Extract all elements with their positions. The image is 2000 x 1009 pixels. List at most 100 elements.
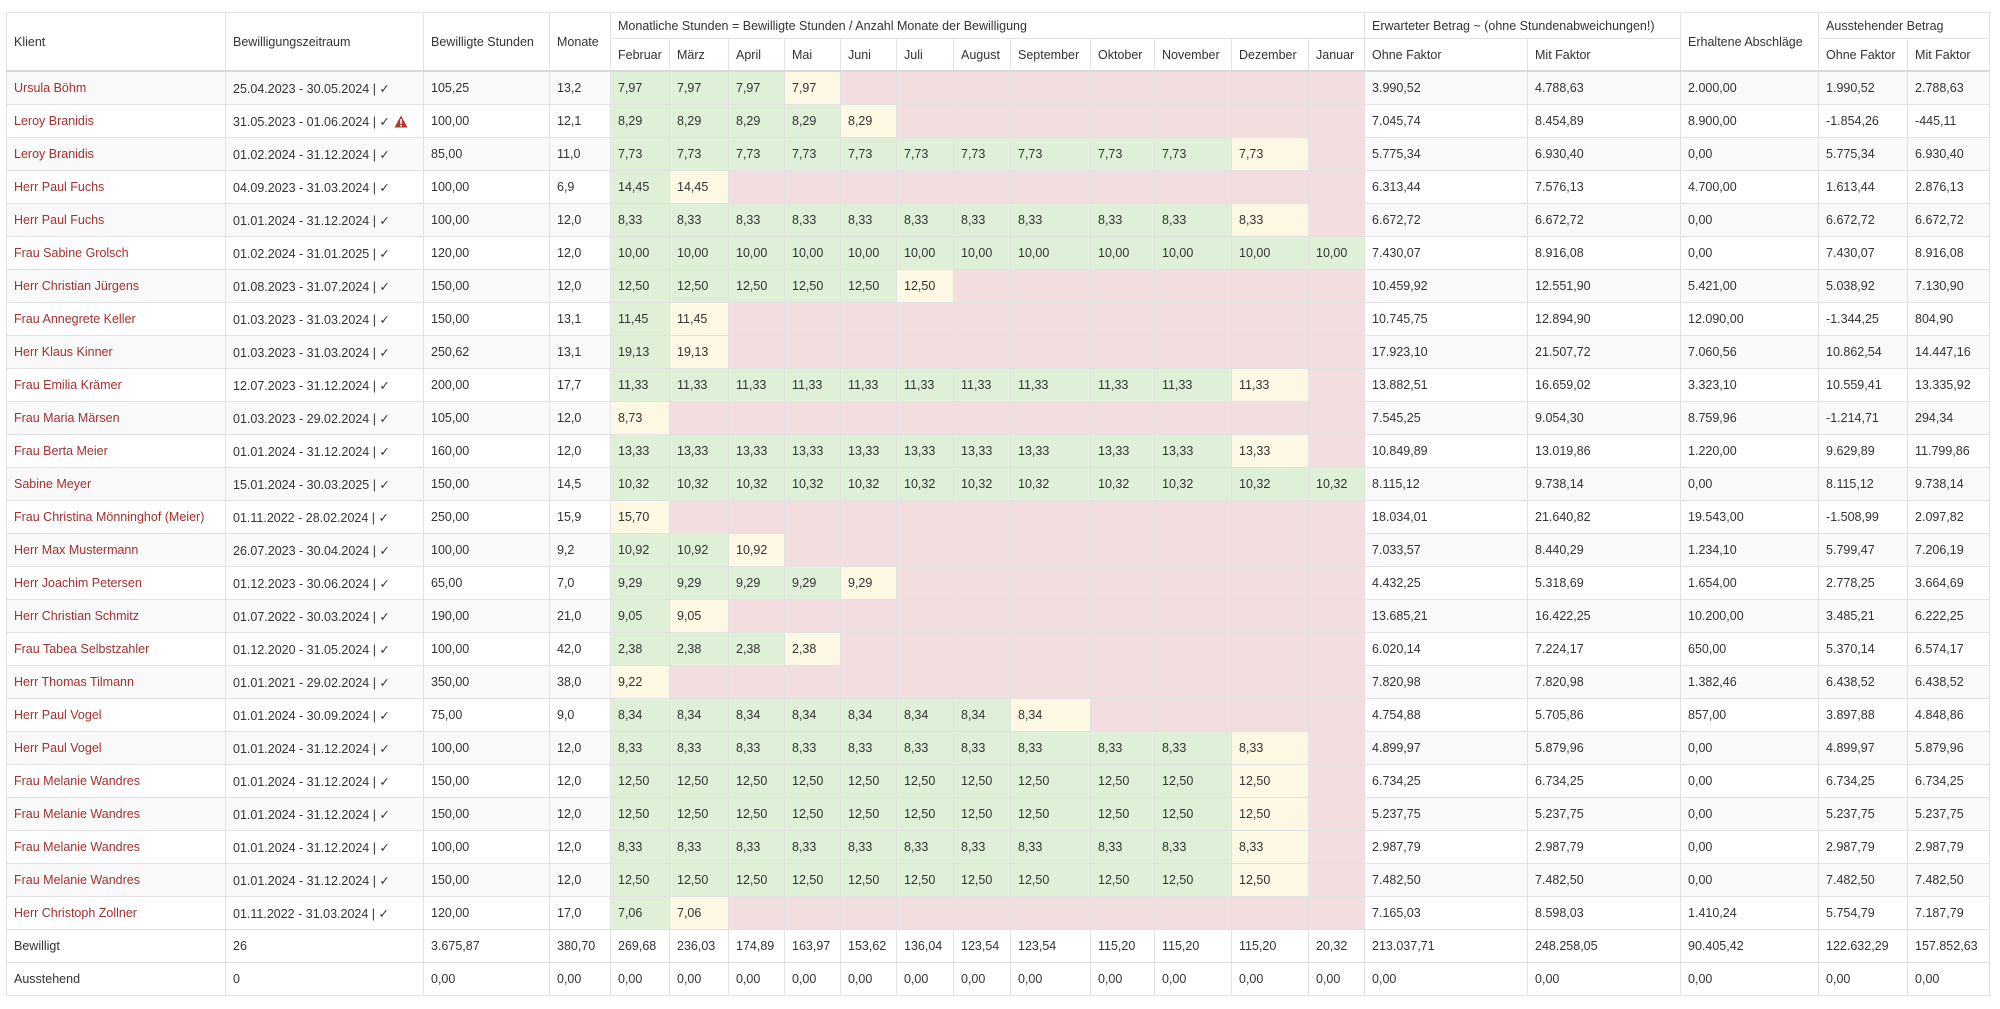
client-link[interactable]: Herr Paul Vogel — [14, 708, 102, 722]
cell: 13.882,51 — [1364, 368, 1529, 402]
total-cell: 163,97 — [784, 929, 841, 963]
month-cell: 12,50 — [1231, 797, 1309, 831]
month-cell: 13,33 — [1154, 434, 1232, 468]
client-link[interactable]: Herr Thomas Tilmann — [14, 675, 134, 689]
total-cell: 248.258,05 — [1527, 929, 1682, 963]
data-row: Frau Sabine Grolsch 01.02.2024 - 31.01.20… — [6, 236, 1991, 270]
cell: 150,00 — [423, 797, 550, 831]
client-link[interactable]: Herr Paul Vogel — [14, 741, 102, 755]
month-cell: 10,32 — [1154, 467, 1232, 501]
cell: 15.01.2024 - 30.03.2025 | ✓ — [225, 467, 424, 501]
client-link[interactable]: Frau Tabea Selbstzahler — [14, 642, 150, 656]
client-link[interactable]: Leroy Branidis — [14, 147, 94, 161]
cell: 10.745,75 — [1364, 302, 1529, 336]
client-link[interactable]: Frau Melanie Wandres — [14, 807, 140, 821]
month-cell: 10,92 — [669, 533, 729, 567]
client-link[interactable]: Frau Melanie Wandres — [14, 873, 140, 887]
month-cell — [840, 401, 897, 435]
month-cell — [1231, 335, 1309, 369]
cell: 6.734,25 — [1818, 764, 1909, 798]
month-cell — [1231, 566, 1309, 600]
cell: -1.854,26 — [1818, 104, 1909, 138]
month-cell: 10,00 — [896, 236, 954, 270]
month-cell — [1307, 170, 1366, 204]
client-link[interactable]: Frau Berta Meier — [14, 444, 108, 458]
client-link[interactable]: Frau Christina Mönninghof (Meier) — [14, 510, 205, 524]
cell: 6.020,14 — [1364, 632, 1529, 666]
client-link[interactable]: Herr Christian Jürgens — [14, 279, 140, 293]
data-row: Herr Paul Vogel 01.01.2024 - 30.09.2024 |… — [6, 698, 1991, 732]
cell: 100,00 — [423, 632, 550, 666]
client-link[interactable]: Herr Joachim Petersen — [14, 576, 142, 590]
cell: 12,0 — [549, 830, 611, 864]
cell: 8.454,89 — [1527, 104, 1682, 138]
cell: 12,0 — [549, 434, 611, 468]
cell: 13.685,21 — [1364, 599, 1529, 633]
client-link[interactable]: Herr Paul Fuchs — [14, 213, 105, 227]
month-cell: 12,50 — [669, 797, 729, 831]
client-link[interactable]: Frau Sabine Grolsch — [14, 246, 129, 260]
client-cell: Herr Paul Vogel — [6, 731, 226, 765]
data-row: Sabine Meyer 15.01.2024 - 30.03.2025 | ✓ 1… — [6, 467, 1991, 501]
cell: 21,0 — [549, 599, 611, 633]
month-cell: 13,33 — [1090, 434, 1155, 468]
month-cell: 7,97 — [728, 70, 785, 105]
data-row: Ursula Böhm 25.04.2023 - 30.05.2024 | ✓ 10… — [6, 70, 1991, 105]
month-cell — [840, 599, 897, 633]
total-cell: 0,00 — [1010, 962, 1091, 996]
cell: 01.01.2024 - 30.09.2024 | ✓ — [225, 698, 424, 732]
month-cell — [1307, 104, 1366, 138]
client-link[interactable]: Leroy Branidis — [14, 114, 94, 128]
month-cell: 12,50 — [728, 863, 785, 897]
month-cell — [953, 533, 1011, 567]
month-cell: 10,32 — [1010, 467, 1091, 501]
client-link[interactable]: Frau Annegrete Keller — [14, 312, 136, 326]
month-cell — [1010, 401, 1091, 435]
client-cell: Herr Christian Schmitz — [6, 599, 226, 633]
cell: 200,00 — [423, 368, 550, 402]
cell: 100,00 — [423, 104, 550, 138]
month-cell — [840, 533, 897, 567]
cell: 150,00 — [423, 863, 550, 897]
client-link[interactable]: Herr Paul Fuchs — [14, 180, 105, 194]
month-cell — [1231, 698, 1309, 732]
month-cell — [1090, 500, 1155, 534]
month-cell: 12,50 — [728, 797, 785, 831]
client-link[interactable]: Frau Melanie Wandres — [14, 840, 140, 854]
client-link[interactable]: Frau Melanie Wandres — [14, 774, 140, 788]
month-cell: 12,50 — [610, 269, 670, 303]
cell: 7.060,56 — [1680, 335, 1820, 369]
month-cell: 7,73 — [953, 137, 1011, 171]
month-cell: 8,33 — [784, 203, 841, 237]
cell: 1.654,00 — [1680, 566, 1820, 600]
month-cell: 2,38 — [669, 632, 729, 666]
cell: 01.02.2024 - 31.12.2024 | ✓ — [225, 137, 424, 171]
client-link[interactable]: Herr Klaus Kinner — [14, 345, 113, 359]
client-link[interactable]: Frau Emilia Krämer — [14, 378, 122, 392]
client-link[interactable]: Sabine Meyer — [14, 477, 92, 491]
total-cell: 174,89 — [728, 929, 785, 963]
client-cell: Frau Melanie Wandres — [6, 764, 226, 798]
cell: 7.820,98 — [1527, 665, 1682, 699]
client-link[interactable]: Herr Christoph Zollner — [14, 906, 137, 920]
cell: 5.775,34 — [1818, 137, 1909, 171]
header-cell: März — [669, 38, 729, 72]
month-cell: 9,29 — [669, 566, 729, 600]
total-cell: 3.675,87 — [423, 929, 550, 963]
client-cell: Frau Berta Meier — [6, 434, 226, 468]
client-link[interactable]: Herr Christian Schmitz — [14, 609, 140, 623]
cell: 01.01.2024 - 31.12.2024 | ✓ — [225, 797, 424, 831]
client-cell: Frau Melanie Wandres — [6, 830, 226, 864]
client-link[interactable]: Frau Maria Märsen — [14, 411, 120, 425]
cell: 5.705,86 — [1527, 698, 1682, 732]
month-cell: 8,33 — [669, 203, 729, 237]
month-cell — [953, 896, 1011, 930]
client-link[interactable]: Herr Max Mustermann — [14, 543, 139, 557]
month-cell: 13,33 — [896, 434, 954, 468]
month-cell: 10,32 — [953, 467, 1011, 501]
client-link[interactable]: Ursula Böhm — [14, 81, 87, 95]
cell: 7.482,50 — [1818, 863, 1909, 897]
month-cell: 8,33 — [840, 203, 897, 237]
month-cell: 8,29 — [784, 104, 841, 138]
